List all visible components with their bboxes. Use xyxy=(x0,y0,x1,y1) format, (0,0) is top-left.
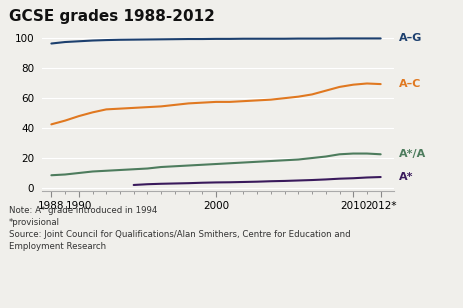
Text: A*: A* xyxy=(398,172,412,182)
Text: A*/A: A*/A xyxy=(398,149,425,159)
Text: A–C: A–C xyxy=(398,79,420,89)
Text: GCSE grades 1988-2012: GCSE grades 1988-2012 xyxy=(9,9,215,24)
Text: A–G: A–G xyxy=(398,34,421,43)
Text: Note: A* grade introduced in 1994
*provisional
Source: Joint Council for Qualifi: Note: A* grade introduced in 1994 *provi… xyxy=(9,206,350,251)
